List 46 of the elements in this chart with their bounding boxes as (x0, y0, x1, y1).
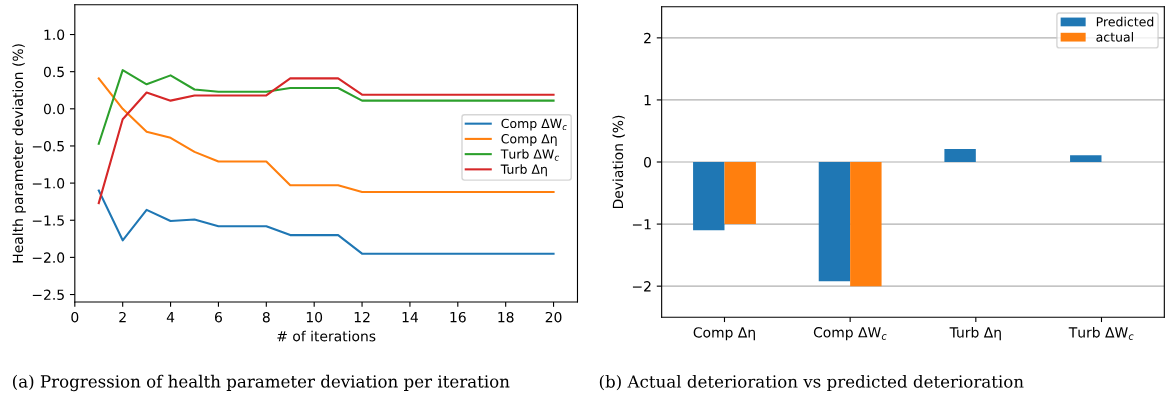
y-tick-label: −0.5 (32, 140, 64, 152)
y-tick-label: 0.5 (43, 66, 64, 78)
bar (1070, 155, 1102, 162)
legend-label: Predicted (1096, 16, 1154, 27)
x-tick-label: 2 (119, 311, 126, 323)
y-tick-label: 2 (644, 32, 651, 44)
x-tick-label: Turb Δη (949, 326, 1001, 341)
legend-label: actual (1096, 32, 1133, 42)
x-tick-label: 8 (262, 311, 270, 323)
y-tick-label: 0.0 (43, 103, 65, 115)
y-tick-label: −2 (632, 281, 651, 292)
y-tick-label: −1.5 (32, 215, 64, 226)
x-tick-label: 10 (306, 311, 323, 323)
x-axis-title: # of iterations (277, 330, 376, 342)
x-tick-label: 0 (71, 311, 79, 323)
y-tick-label: 0 (644, 156, 652, 168)
y-tick-label: 1.0 (44, 29, 65, 40)
x-tick-label: Turb ΔW$_{c}$ (1068, 326, 1134, 340)
x-tick-label: Comp ΔW$_{c}$ (813, 327, 887, 341)
x-tick-label: Comp Δη (693, 327, 755, 341)
bar (818, 162, 851, 282)
bar (724, 162, 756, 225)
bar (693, 162, 725, 231)
legend-label: Turb ΔW$_{c}$ (500, 149, 560, 161)
legend-label: Comp Δη (501, 134, 557, 146)
bar (944, 148, 976, 162)
x-tick-label: 16 (450, 311, 466, 323)
y-axis-title: Health parameter deviation (%) (12, 44, 26, 263)
x-tick-label: 12 (354, 311, 370, 323)
legend-label: Turb Δη (500, 164, 547, 177)
x-tick-label: 4 (166, 312, 175, 323)
y-tick-label: −2.0 (32, 252, 65, 263)
x-tick-label: 18 (498, 311, 514, 323)
text: (a) Progression of health parameter deviation per iteration (13, 374, 510, 392)
legend-label: Comp ΔW$_{c}$ (501, 118, 567, 131)
y-tick-label: −2.5 (32, 289, 64, 300)
bar (850, 162, 882, 287)
x-tick-label: 20 (545, 311, 562, 323)
y-tick-label: −1.0 (32, 178, 65, 189)
x-tick-label: 6 (214, 311, 222, 323)
y-tick-label: −1 (632, 219, 651, 230)
line-series (97, 189, 555, 255)
y-axis-title: Deviation (%) (612, 115, 625, 209)
text: (b) Actual deterioration vs predicted deterioration (599, 374, 1024, 392)
y-tick-label: 1 (644, 95, 651, 106)
x-tick-label: 14 (402, 312, 418, 323)
